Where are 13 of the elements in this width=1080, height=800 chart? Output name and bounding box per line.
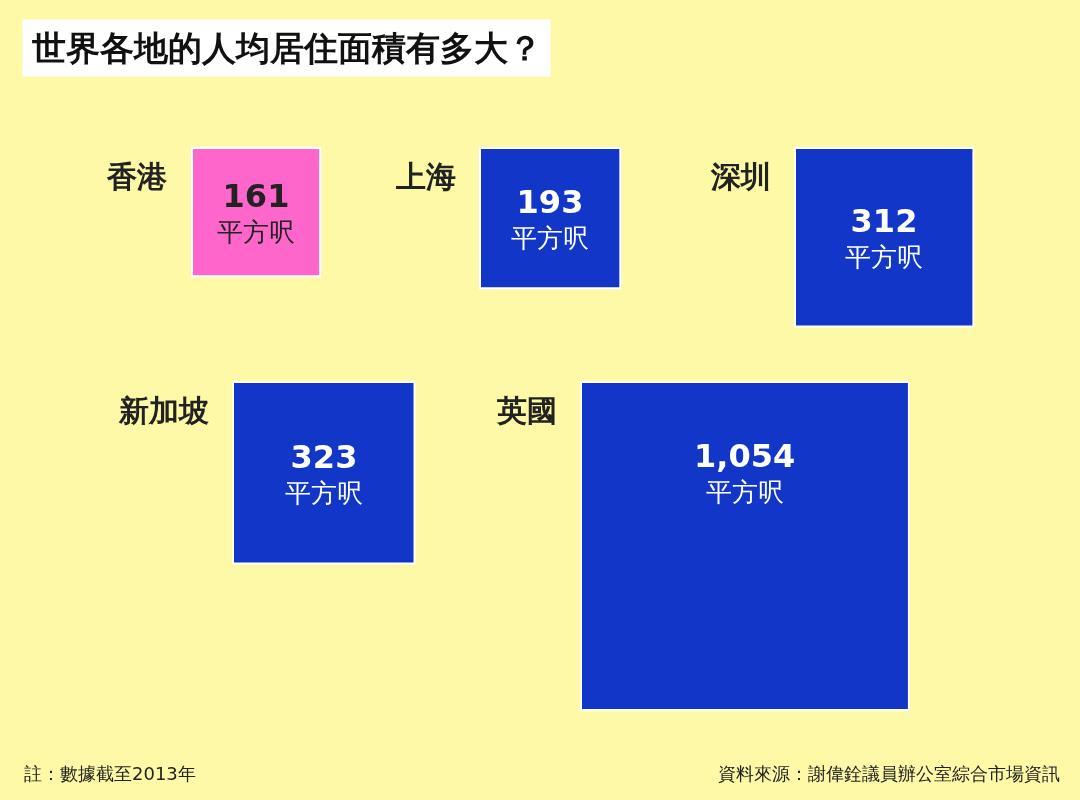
data-label: 323 平方呎 (285, 438, 363, 508)
source-note: 資料來源：謝偉銓議員辦公室綜合市場資訊 (718, 763, 1060, 784)
text: 世界各地的人均居住面積有多大？ (31, 28, 542, 68)
category-label: 深圳 (710, 159, 771, 194)
data-label: 1,054 平方呎 (694, 437, 796, 507)
category-label: 新加坡 (118, 393, 209, 428)
category-label: 香港 (106, 159, 168, 194)
category-label: 上海 (395, 159, 456, 194)
text: 註：數據截至2013年 (24, 763, 196, 784)
category-label: 英國 (496, 393, 557, 428)
data-label: 161 平方呎 (217, 177, 295, 247)
data-label: 312 平方呎 (845, 202, 923, 272)
data-label: 193 平方呎 (511, 183, 589, 253)
